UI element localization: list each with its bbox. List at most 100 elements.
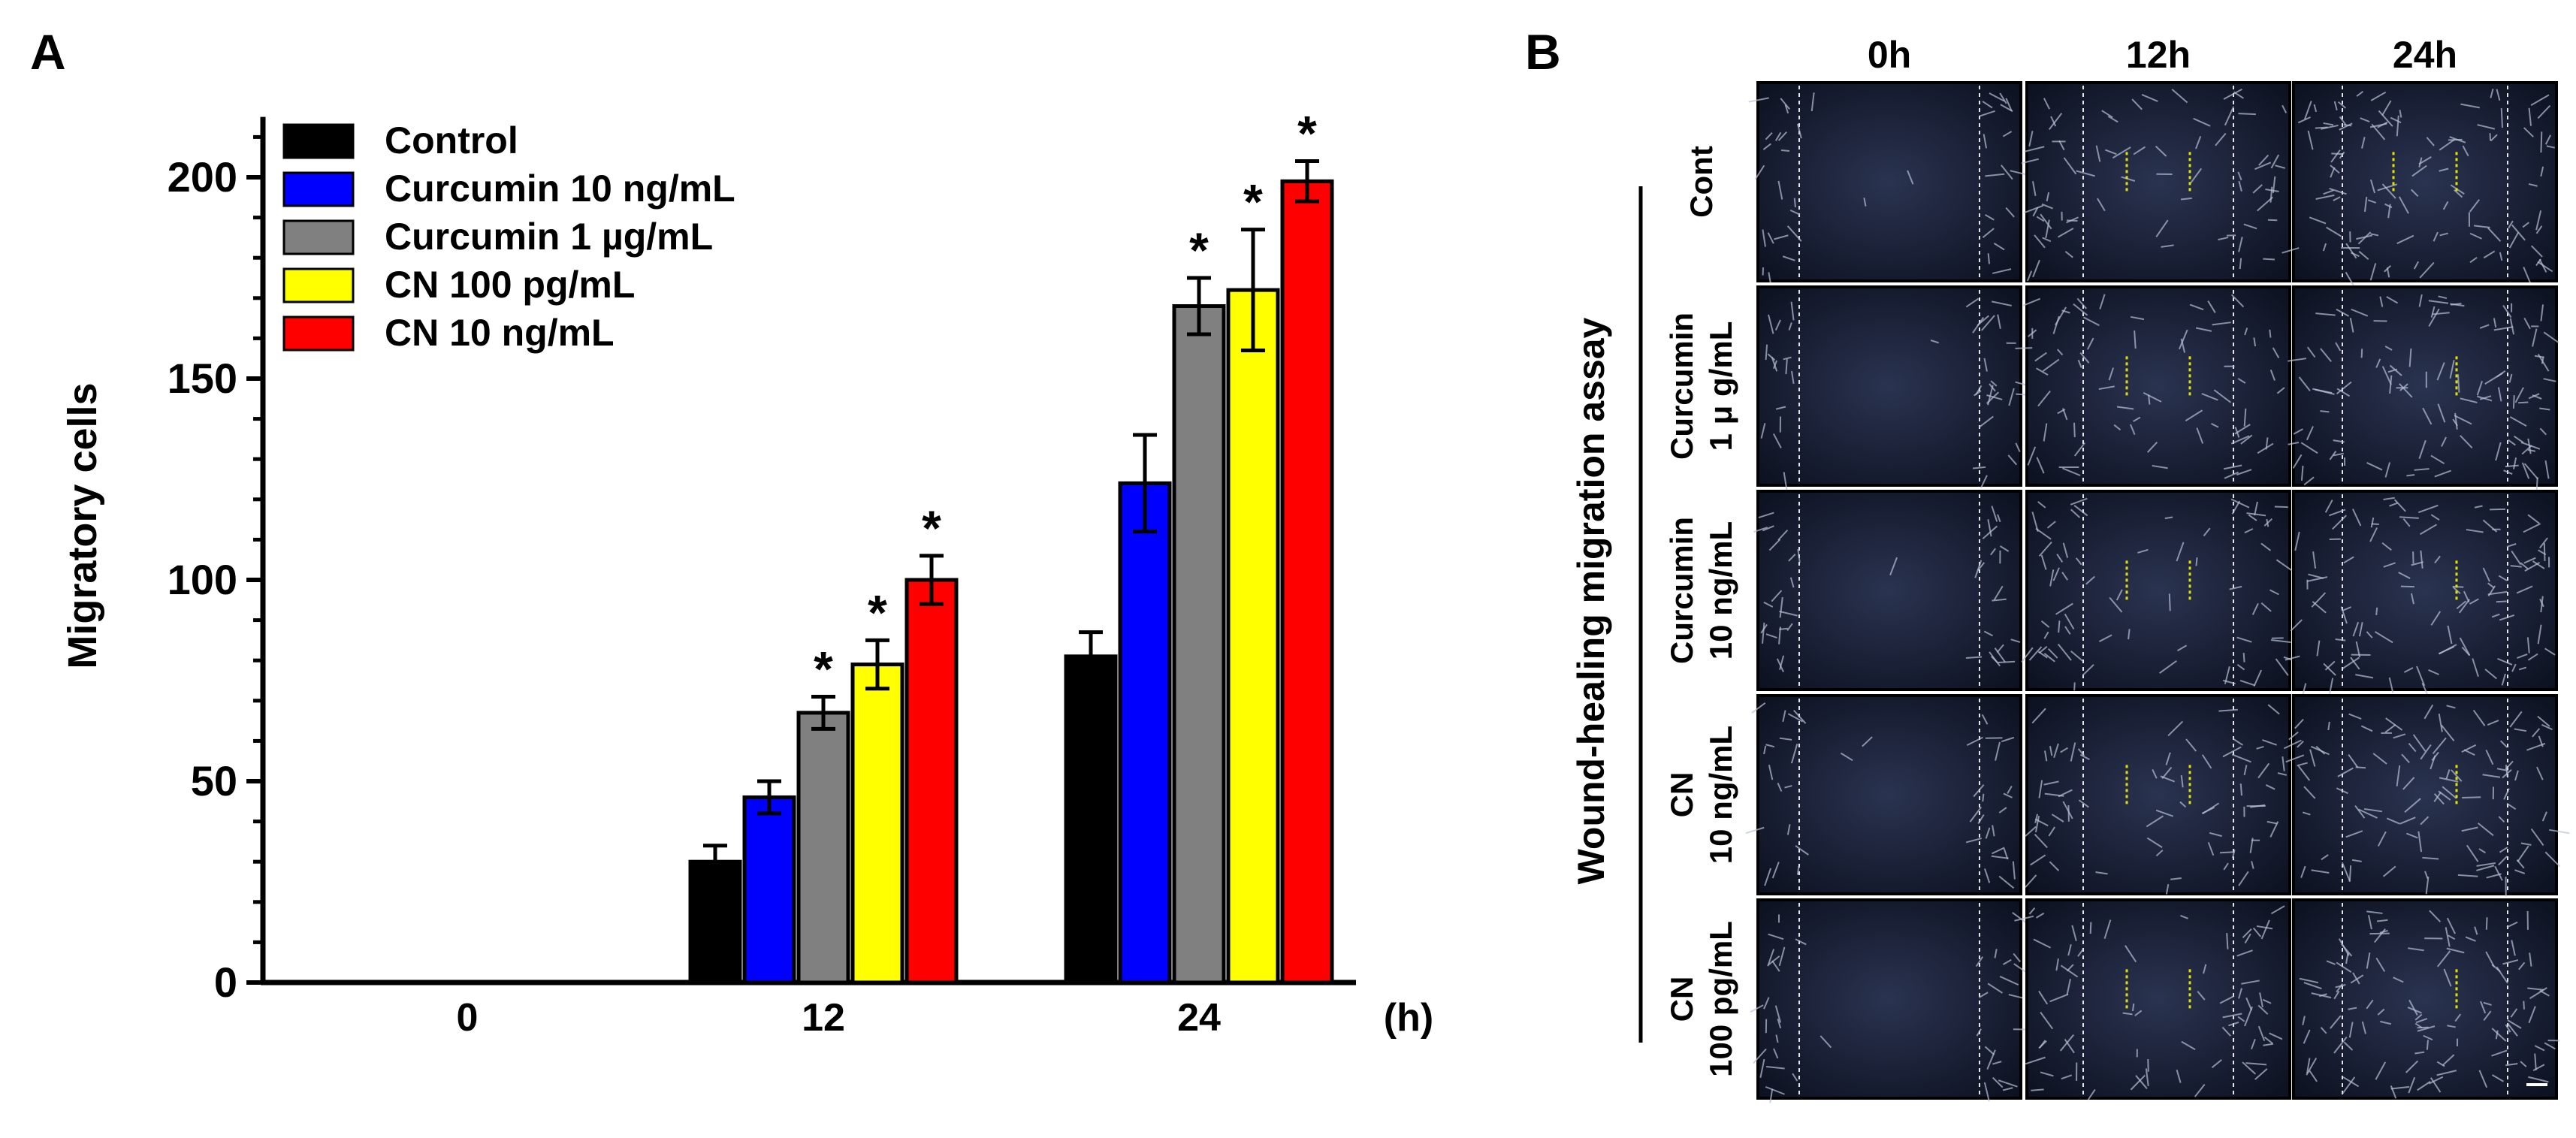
cell-mark: [1983, 358, 1988, 372]
cell-mark: [2095, 871, 2108, 875]
cell-mark: [1983, 1082, 1990, 1102]
cell-mark: [1763, 745, 1767, 755]
cell-mark: [2257, 1004, 2269, 1015]
cell-mark: [2342, 657, 2360, 669]
cell-mark: [2282, 756, 2285, 771]
cell-mark: [2038, 990, 2049, 1005]
cell-mark: [2463, 590, 2470, 603]
cell-mark: [2257, 442, 2274, 454]
cell-mark: [2326, 960, 2336, 965]
cell-mark: [2496, 89, 2501, 101]
cell-mark: [2228, 1022, 2239, 1027]
row-label: Curcumin 10 ng/mL: [1664, 517, 1738, 664]
cell-mark: [2437, 403, 2446, 423]
legend-swatch: [282, 171, 355, 207]
cell-mark: [2507, 1019, 2522, 1029]
cell-mark: [2496, 370, 2506, 378]
cell-mark: [2517, 654, 2528, 660]
cell-mark: [2466, 844, 2479, 862]
cell-mark: [2034, 352, 2047, 362]
cell-mark: [2530, 245, 2543, 258]
cell-mark: [2073, 442, 2085, 457]
cell-mark: [2176, 542, 2185, 562]
row-label: CN 100 pg/mL: [1664, 921, 1738, 1077]
cell-mark: [2043, 423, 2048, 442]
cell-mark: [2037, 501, 2046, 509]
cell-mark: [2430, 611, 2442, 626]
cell-mark: [2057, 643, 2072, 661]
cell-mark: [1753, 527, 1768, 533]
cell-mark: [2253, 337, 2257, 347]
cell-mark: [2285, 655, 2300, 661]
cell-mark: [2380, 1020, 2392, 1025]
cell-mark: [1768, 765, 1774, 780]
cell-mark: [2167, 720, 2184, 737]
cell-mark: [2428, 308, 2440, 327]
cell-mark: [2358, 808, 2378, 819]
cell-mark: [2430, 306, 2436, 318]
cell-mark: [2366, 910, 2383, 914]
cell-mark: [2193, 117, 2211, 127]
cell-mark: [2423, 1034, 2433, 1041]
cell-mark: [2384, 346, 2393, 351]
cell-mark: [2422, 407, 2433, 425]
panel-b-label: B: [1525, 24, 1561, 80]
cell-mark: [2050, 116, 2057, 127]
x-tick-label: 12: [802, 996, 845, 1040]
cell-mark: [2258, 154, 2269, 166]
cell-mark: [2236, 663, 2245, 671]
cell-mark: [1784, 785, 1792, 789]
cell-mark: [1796, 865, 1800, 875]
cell-mark: [2056, 554, 2064, 563]
cell-mark: [2053, 743, 2059, 758]
cell-mark: [2446, 947, 2465, 954]
cell-mark: [2402, 777, 2415, 790]
panel-a-label: A: [30, 24, 66, 80]
cell-mark: [2532, 328, 2538, 347]
cell-mark: [2366, 462, 2383, 471]
legend-label: CN 100 pg/mL: [385, 264, 635, 306]
cell-mark: [2336, 381, 2352, 395]
cell-mark: [2218, 237, 2229, 241]
cell-mark: [1780, 98, 1790, 110]
cell-mark: [2046, 521, 2056, 529]
micrograph-tile: [2292, 694, 2558, 895]
micrograph-tile: [2292, 285, 2558, 487]
row-label: Curcumin 1 μ g/mL: [1664, 312, 1738, 460]
cell-mark: [2304, 101, 2312, 119]
cell-mark: [1783, 472, 1789, 494]
cell-mark: [2311, 592, 2327, 608]
cell-mark: [1777, 783, 1783, 792]
cell-mark: [2336, 388, 2351, 397]
cell-mark: [2454, 1013, 2462, 1022]
cell-mark: [2131, 98, 2143, 110]
cell-mark: [2523, 1001, 2525, 1010]
cell-mark: [2342, 1076, 2356, 1094]
cell-mark: [2398, 196, 2409, 214]
cell-mark: [2218, 708, 2238, 712]
cell-mark: [1790, 744, 1798, 764]
cell-mark: [1789, 577, 1795, 588]
cell-mark: [1998, 1079, 2018, 1088]
cell-mark: [2128, 629, 2131, 640]
cell-mark: [1862, 736, 1873, 747]
cell-mark: [1783, 356, 1792, 361]
cell-mark: [1907, 170, 1914, 185]
cell-mark: [2436, 1070, 2457, 1076]
cell-mark: [2520, 1061, 2527, 1067]
cell-mark: [2388, 677, 2394, 693]
cell-mark: [2399, 817, 2416, 825]
cell-mark: [1765, 1085, 1785, 1095]
cell-mark: [2109, 596, 2123, 613]
cell-mark: [1769, 1088, 1774, 1103]
cell-mark: [2461, 826, 2478, 832]
cell-mark: [2360, 725, 2373, 732]
cell-mark: [2375, 957, 2386, 972]
y-tick-label: 150: [168, 355, 237, 402]
cell-mark: [2079, 352, 2090, 364]
cell-mark: [1759, 1058, 1765, 1078]
cell-mark: [2297, 740, 2304, 748]
cell-mark: [1760, 423, 1766, 439]
cell-mark: [2007, 454, 2018, 466]
cell-mark: [2523, 463, 2539, 480]
